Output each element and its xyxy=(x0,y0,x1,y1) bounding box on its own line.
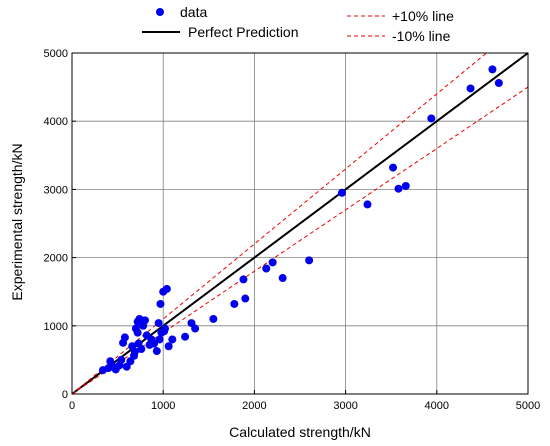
grid-lines xyxy=(72,53,528,394)
data-point xyxy=(209,314,218,323)
y-axis-label: Experimental strength/kN xyxy=(9,143,25,300)
data-point xyxy=(155,335,164,344)
data-point xyxy=(241,294,250,303)
reference-line-plus10 xyxy=(71,52,487,395)
axis-ticks: 0 1000 2000 3000 4000 5000 0 1000 2000 3000 4000 50… xyxy=(44,48,541,412)
x-tick-label: 4000 xyxy=(425,400,449,412)
data-point xyxy=(389,163,398,172)
data-point xyxy=(268,258,277,267)
y-tick-label: 5000 xyxy=(44,48,68,60)
data-point xyxy=(427,114,436,123)
data-points xyxy=(99,65,503,375)
x-tick-label: 5000 xyxy=(516,400,540,412)
x-tick-label: 1000 xyxy=(151,400,175,412)
legend-data-marker xyxy=(156,8,164,16)
legend: data Perfect Prediction +10% line -10% l… xyxy=(142,4,454,44)
x-tick-label: 3000 xyxy=(333,400,357,412)
data-point xyxy=(168,335,177,344)
legend-minus10-label: -10% line xyxy=(392,28,451,44)
data-point xyxy=(239,275,248,284)
data-point xyxy=(156,299,165,308)
y-tick-label: 2000 xyxy=(44,253,68,265)
data-point xyxy=(133,328,142,337)
data-point xyxy=(466,84,475,93)
data-point xyxy=(401,181,410,190)
data-point xyxy=(394,184,403,193)
data-point xyxy=(137,344,146,353)
data-point xyxy=(278,274,287,283)
data-point xyxy=(162,284,171,293)
legend-data-label: data xyxy=(180,4,207,20)
y-tick-label: 4000 xyxy=(44,116,68,128)
x-tick-label: 0 xyxy=(69,400,75,412)
legend-plus10-label: +10% line xyxy=(392,8,454,24)
data-point xyxy=(494,79,503,88)
legend-perfect-label: Perfect Prediction xyxy=(188,24,299,40)
data-point xyxy=(262,264,271,273)
data-point xyxy=(363,200,372,209)
data-point xyxy=(140,316,149,325)
data-point xyxy=(488,65,497,74)
data-point xyxy=(337,188,346,197)
data-point xyxy=(152,347,161,356)
data-point xyxy=(181,332,190,341)
x-axis-label: Calculated strength/kN xyxy=(229,424,371,440)
y-tick-label: 1000 xyxy=(44,321,68,333)
y-tick-label: 0 xyxy=(62,389,68,401)
data-point xyxy=(164,342,173,351)
x-tick-label: 2000 xyxy=(242,400,266,412)
data-point xyxy=(117,355,126,364)
data-point xyxy=(230,299,239,308)
plot-frame xyxy=(71,52,529,395)
data-point xyxy=(154,319,163,328)
y-tick-label: 3000 xyxy=(44,184,68,196)
data-point xyxy=(120,333,129,342)
data-point xyxy=(191,324,200,333)
data-point xyxy=(305,256,314,265)
data-point xyxy=(150,339,159,348)
data-point xyxy=(130,347,139,356)
data-point xyxy=(161,324,170,333)
